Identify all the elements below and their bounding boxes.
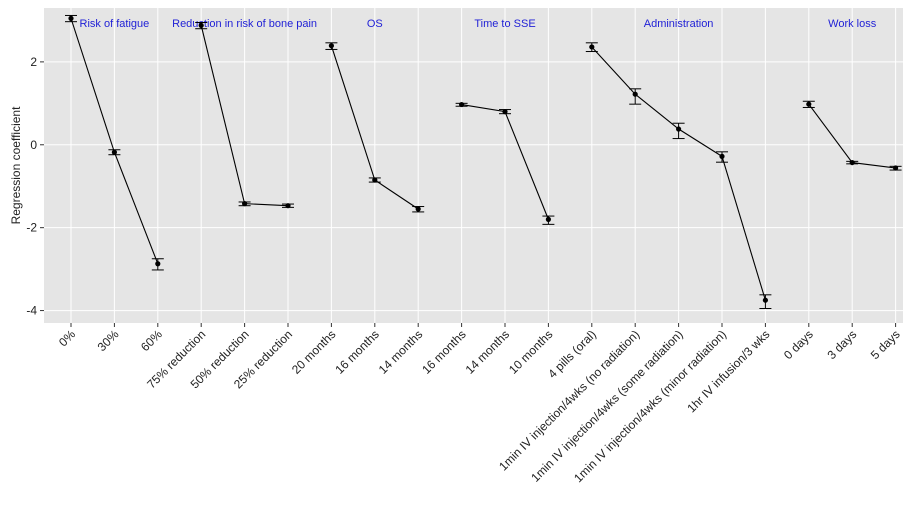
data-point — [676, 126, 682, 132]
x-tick-label: 60% — [138, 327, 165, 354]
x-tick-label: 3 days — [824, 327, 859, 362]
x-tick-label: 5 days — [868, 327, 903, 362]
y-tick-label: 2 — [30, 55, 37, 69]
x-tick-label: 0% — [56, 327, 78, 349]
data-points — [68, 15, 899, 303]
x-tick-label: 1min IV injection/4wks (some radiation) — [528, 327, 686, 485]
data-point — [328, 43, 334, 49]
facet-label: Time to SSE — [474, 18, 535, 30]
plot-panel — [44, 8, 903, 323]
data-point — [632, 91, 638, 97]
x-tick-label: 1hr IV infusion/3 wks — [684, 327, 772, 415]
x-tick-label: 16 months — [419, 327, 469, 377]
x-tick-label: 1min IV injection/4wks (minor radiation) — [571, 327, 729, 485]
data-point — [806, 101, 812, 107]
y-axis-title: Regression coefficient — [9, 106, 23, 225]
x-tick-label: 0 days — [781, 327, 816, 362]
x-tick-label: 16 months — [332, 327, 382, 377]
data-point — [242, 201, 248, 207]
gridlines — [44, 8, 903, 323]
data-point — [502, 109, 508, 115]
data-point — [589, 44, 595, 50]
data-point — [415, 206, 421, 212]
data-point — [719, 153, 725, 159]
facet-label: Administration — [644, 18, 714, 30]
data-point — [155, 261, 161, 267]
y-tick-label: -2 — [26, 221, 37, 235]
data-point — [111, 149, 117, 155]
x-tick-label: 14 months — [376, 327, 426, 377]
y-tick-label: -4 — [26, 304, 37, 318]
y-tick-label: 0 — [30, 138, 37, 152]
data-point — [893, 165, 899, 171]
data-point — [68, 15, 74, 21]
facet-label: Reduction in risk of bone pain — [172, 18, 317, 30]
data-point — [545, 216, 552, 222]
data-point — [198, 22, 204, 29]
facet-label: OS — [367, 18, 383, 30]
facet-label: Work loss — [828, 18, 877, 30]
x-tick-label: 30% — [95, 327, 122, 354]
y-axis: -4 -2 0 2 — [26, 55, 44, 318]
facet-label: Risk of fatigue — [80, 18, 150, 30]
data-point — [285, 203, 291, 209]
x-tick-label: 14 months — [463, 327, 513, 377]
data-point — [849, 159, 855, 166]
data-point — [762, 297, 769, 303]
x-tick-label: 20 months — [289, 327, 339, 377]
data-point — [459, 101, 465, 108]
facet-labels: Risk of fatigue Reduction in risk of bone… — [80, 18, 877, 30]
data-point — [372, 177, 378, 183]
